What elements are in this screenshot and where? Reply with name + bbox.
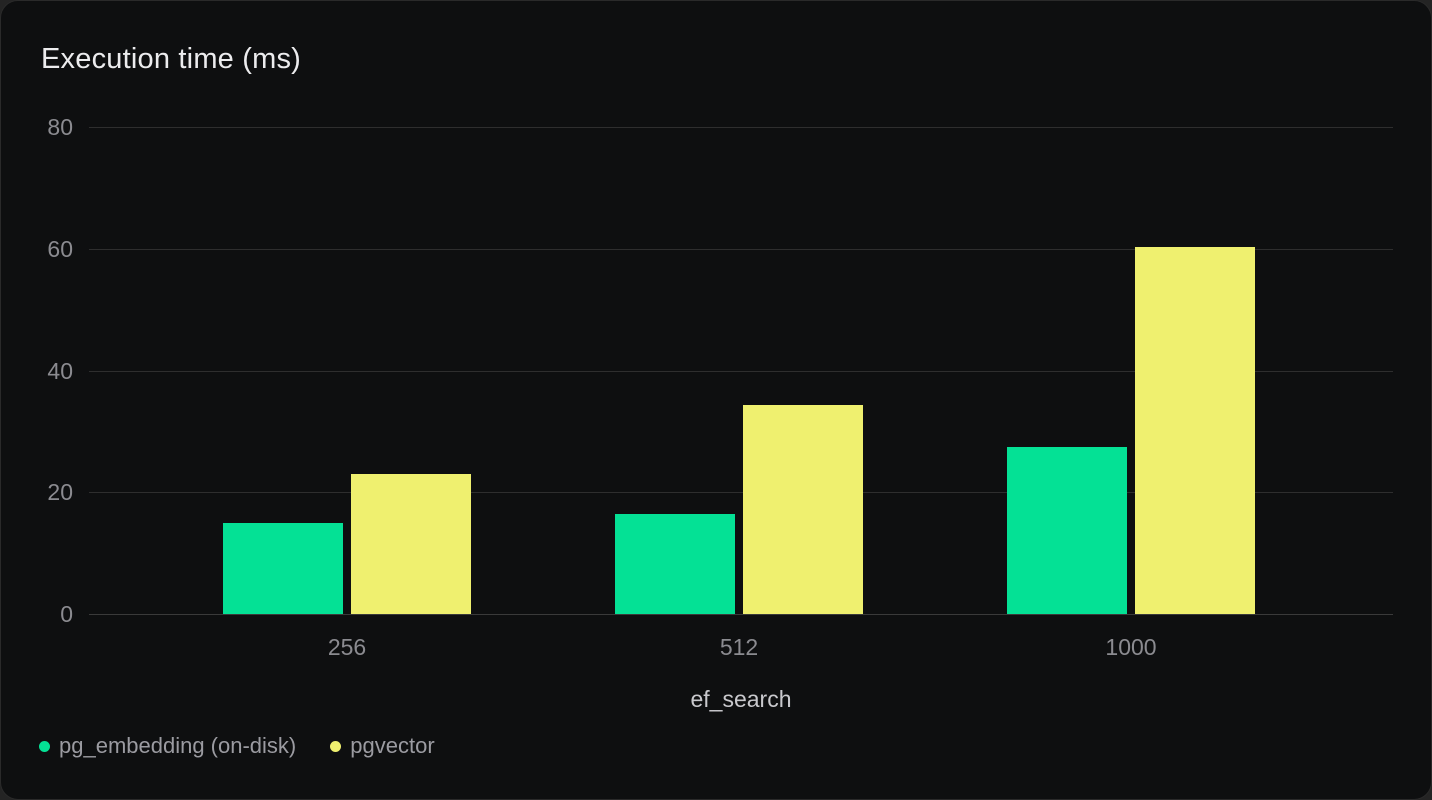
gridline-y-60	[89, 249, 1393, 250]
bar-512-series-0	[615, 514, 735, 614]
bar-256-series-1	[351, 474, 471, 614]
y-tick-label-60: 60	[47, 236, 73, 262]
gridline-y-40	[89, 371, 1393, 372]
gridline-y-0	[89, 614, 1393, 615]
bar-256-series-0	[223, 523, 343, 614]
x-tick-label-256: 256	[327, 634, 367, 660]
legend-item-0: pg_embedding (on-disk)	[39, 733, 296, 759]
bar-1000-series-1	[1135, 247, 1255, 614]
legend: pg_embedding (on-disk) pgvector	[39, 733, 435, 759]
chart-title: Execution time (ms)	[41, 43, 302, 75]
legend-label: pg_embedding (on-disk)	[59, 733, 297, 758]
gridline-y-20	[89, 492, 1393, 493]
legend-dot-icon	[39, 740, 50, 752]
y-tick-label-40: 40	[47, 358, 73, 384]
legend-label: pgvector	[350, 733, 435, 758]
bar-512-series-1	[743, 405, 863, 614]
y-tick-label-20: 20	[47, 479, 73, 505]
legend-dot-icon	[330, 740, 342, 752]
bar-1000-series-0	[1007, 447, 1127, 614]
x-tick-label-512: 512	[719, 634, 759, 660]
gridline-y-80	[89, 127, 1393, 128]
x-axis-title: ef_search	[690, 686, 792, 712]
x-tick-label-1000: 1000	[1105, 634, 1157, 660]
y-tick-label-80: 80	[47, 114, 73, 140]
y-tick-label-0: 0	[60, 601, 73, 627]
legend-item-1: pgvector	[330, 733, 435, 759]
